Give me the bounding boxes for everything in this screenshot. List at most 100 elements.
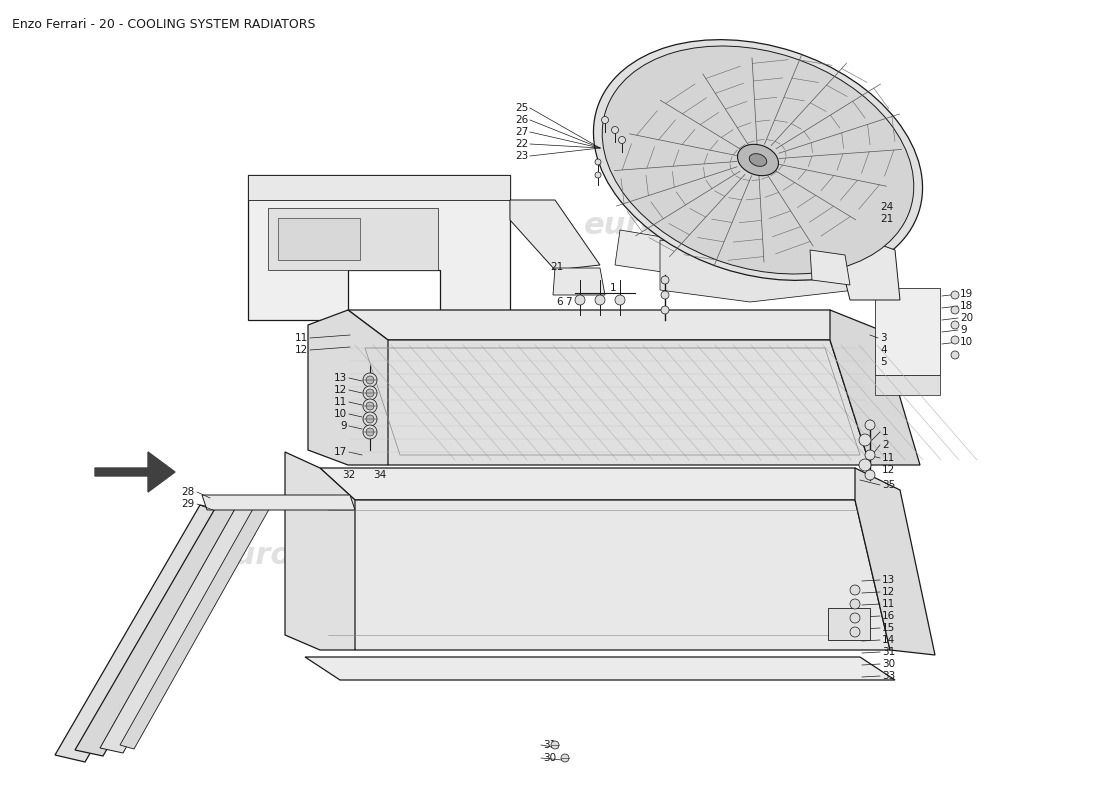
Circle shape (952, 291, 959, 299)
Text: 35: 35 (882, 480, 895, 490)
Polygon shape (120, 500, 272, 749)
Circle shape (363, 386, 377, 400)
Text: 6: 6 (557, 297, 563, 307)
Polygon shape (308, 310, 388, 465)
Circle shape (850, 627, 860, 637)
Text: 12: 12 (333, 385, 346, 395)
Circle shape (551, 741, 559, 749)
Circle shape (595, 159, 601, 165)
Circle shape (952, 306, 959, 314)
Circle shape (363, 399, 377, 413)
Circle shape (661, 291, 669, 299)
Text: 27: 27 (515, 127, 528, 137)
Circle shape (850, 613, 860, 623)
Text: 2: 2 (882, 440, 889, 450)
Text: Enzo Ferrari - 20 - COOLING SYSTEM RADIATORS: Enzo Ferrari - 20 - COOLING SYSTEM RADIA… (12, 18, 316, 31)
Polygon shape (510, 200, 600, 270)
Text: 21: 21 (880, 214, 893, 224)
Circle shape (366, 376, 374, 384)
Text: 28: 28 (182, 487, 195, 497)
Polygon shape (855, 468, 935, 655)
Polygon shape (615, 230, 870, 285)
Polygon shape (874, 375, 940, 395)
Polygon shape (278, 218, 360, 260)
Ellipse shape (749, 154, 767, 166)
Polygon shape (840, 230, 900, 300)
Text: 30: 30 (882, 659, 895, 669)
Polygon shape (268, 208, 438, 270)
Polygon shape (305, 657, 895, 680)
Text: 32: 32 (342, 470, 355, 480)
Text: 10: 10 (960, 337, 974, 347)
Circle shape (366, 428, 374, 436)
Text: 11: 11 (295, 333, 308, 343)
Circle shape (859, 459, 871, 471)
Text: 21: 21 (550, 262, 563, 272)
Circle shape (366, 389, 374, 397)
Text: 15: 15 (882, 623, 895, 633)
Ellipse shape (737, 144, 779, 176)
Text: 1: 1 (882, 427, 889, 437)
Text: 11: 11 (333, 397, 346, 407)
Text: 29: 29 (182, 499, 195, 509)
Text: 13: 13 (882, 575, 895, 585)
Text: 11: 11 (882, 453, 895, 463)
Text: 31: 31 (882, 647, 895, 657)
Polygon shape (320, 468, 890, 500)
Text: 12: 12 (295, 345, 308, 355)
Polygon shape (75, 500, 248, 756)
Text: 18: 18 (960, 301, 974, 311)
Ellipse shape (602, 46, 914, 274)
Text: 22: 22 (515, 139, 528, 149)
Circle shape (952, 321, 959, 329)
Circle shape (865, 470, 874, 480)
Text: 10: 10 (334, 409, 346, 419)
Circle shape (366, 415, 374, 423)
Circle shape (865, 420, 874, 430)
Text: eurospares: eurospares (584, 210, 777, 239)
Circle shape (661, 276, 669, 284)
Circle shape (865, 450, 874, 460)
Polygon shape (828, 608, 870, 640)
Text: 31: 31 (543, 740, 557, 750)
Text: 20: 20 (960, 313, 974, 323)
Text: 11: 11 (882, 599, 895, 609)
Text: 12: 12 (882, 465, 895, 475)
Circle shape (618, 137, 626, 143)
Circle shape (363, 373, 377, 387)
Text: 4: 4 (880, 345, 887, 355)
Text: 23: 23 (515, 151, 528, 161)
Text: 5: 5 (880, 357, 887, 367)
Circle shape (952, 351, 959, 359)
Circle shape (661, 306, 669, 314)
Polygon shape (320, 500, 890, 650)
Polygon shape (248, 175, 510, 200)
Circle shape (850, 585, 860, 595)
Text: 7: 7 (565, 297, 572, 307)
Text: 19: 19 (960, 289, 974, 299)
Polygon shape (348, 340, 870, 465)
Text: 9: 9 (960, 325, 967, 335)
Text: 1: 1 (610, 283, 617, 293)
Polygon shape (874, 288, 940, 375)
Circle shape (363, 412, 377, 426)
Circle shape (952, 336, 959, 344)
Polygon shape (830, 310, 920, 465)
Circle shape (595, 295, 605, 305)
Text: 33: 33 (882, 671, 895, 681)
Polygon shape (810, 250, 850, 285)
Circle shape (612, 126, 618, 134)
Polygon shape (55, 505, 230, 762)
Circle shape (366, 402, 374, 410)
Text: 14: 14 (882, 635, 895, 645)
Circle shape (595, 172, 601, 178)
Text: 3: 3 (880, 333, 887, 343)
Polygon shape (348, 310, 870, 340)
Text: 24: 24 (880, 202, 893, 212)
Polygon shape (660, 240, 855, 302)
Polygon shape (95, 452, 175, 492)
Text: 16: 16 (882, 611, 895, 621)
Polygon shape (202, 495, 355, 510)
Text: 34: 34 (373, 470, 386, 480)
Text: 25: 25 (515, 103, 528, 113)
